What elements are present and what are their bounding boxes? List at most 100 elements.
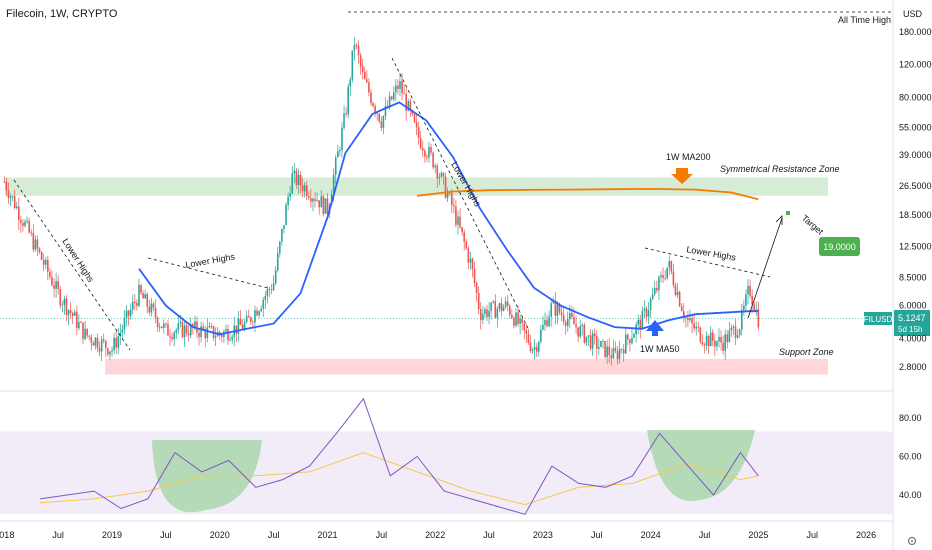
candle-body (59, 289, 62, 306)
candle-body (718, 336, 720, 342)
price-tick-label: 6.0000 (899, 301, 927, 311)
candle-body (272, 283, 275, 291)
candle-body (312, 198, 314, 202)
ma200-arrow (671, 168, 693, 184)
candle-body (160, 326, 163, 328)
candle-body (76, 311, 78, 329)
candle-body (326, 198, 329, 214)
candle-body (229, 339, 231, 341)
candle-body (496, 308, 499, 318)
candle-body (676, 292, 679, 296)
candle-body (196, 321, 198, 333)
ma200-line (417, 187, 759, 201)
candle-body (175, 330, 178, 333)
candle-body (504, 301, 507, 307)
candle-body (94, 337, 97, 346)
candle-body (593, 333, 596, 336)
candle-body (109, 351, 111, 355)
candle-body (357, 45, 360, 56)
candle-body (730, 327, 733, 331)
candle-body (34, 239, 37, 250)
candle-body (125, 310, 128, 319)
rsi-tick-label: 40.00 (899, 490, 922, 500)
candle-body (691, 318, 693, 324)
candle-body (674, 285, 677, 296)
candle-body (475, 282, 478, 294)
candle-body (22, 223, 24, 227)
candle-body (467, 248, 470, 263)
candle-body (695, 326, 698, 329)
candle-body (720, 336, 722, 343)
candle-body (680, 306, 683, 312)
candle-body (397, 85, 399, 89)
candle-body (208, 326, 211, 328)
candle-body (266, 289, 269, 296)
candle-body (405, 93, 407, 111)
candle-body (67, 310, 70, 316)
candle-body (38, 248, 41, 252)
candle-body (745, 294, 747, 306)
candle-body (633, 334, 635, 338)
settings-icon[interactable] (907, 536, 917, 546)
candle-body (550, 303, 552, 317)
candle-body (656, 288, 658, 291)
candle-body (26, 220, 28, 222)
candle-body (631, 337, 633, 344)
candle-body (751, 295, 753, 305)
candle-body (569, 312, 571, 320)
candle-body (185, 325, 188, 334)
candle-body (285, 205, 287, 226)
candle-body (283, 225, 285, 230)
candle-body (359, 55, 362, 67)
candle-body (513, 317, 515, 326)
candle-body (13, 196, 16, 209)
candle-body (740, 309, 743, 330)
candle-body (558, 304, 561, 313)
candle-body (670, 261, 673, 272)
candle-body (71, 313, 74, 316)
time-tick-label: Jul (806, 530, 818, 540)
candle-body (384, 106, 387, 116)
price-tag[interactable]: FILUSD 5.1247 5d 15h (864, 310, 930, 336)
candle-body (413, 114, 416, 122)
candle-body (703, 344, 706, 346)
candle-body (297, 174, 300, 186)
candle-body (421, 148, 424, 151)
candle-body (316, 200, 318, 202)
candle-body (571, 312, 573, 318)
candle-body (40, 251, 43, 260)
candle-body (183, 325, 186, 338)
candle-body (376, 112, 378, 114)
time-tick-label: 2018 (0, 530, 14, 540)
candle-body (382, 115, 385, 128)
candle-body (339, 149, 341, 152)
time-tick-label: Jul (591, 530, 603, 540)
candle-body (511, 314, 513, 318)
candle-body (629, 339, 631, 344)
price-value-bg (894, 310, 930, 336)
time-tick-label: Jul (160, 530, 172, 540)
candle-body (595, 335, 598, 349)
time-tick-label: Jul (268, 530, 280, 540)
candle-body (465, 241, 468, 249)
candle-body (121, 329, 124, 333)
candle-body (158, 326, 161, 328)
candle-body (18, 206, 20, 221)
candle-body (479, 309, 482, 320)
rsi-band (0, 431, 893, 515)
candle-body (225, 329, 227, 332)
candle-body (614, 348, 617, 352)
candle-body (432, 152, 434, 168)
candle-body (115, 337, 117, 348)
candle-body (279, 241, 281, 254)
candle-body (434, 165, 436, 168)
price-tick-label: 12.5000 (899, 242, 932, 252)
candle-body (355, 44, 358, 46)
time-tick-label: 2020 (210, 530, 230, 540)
candle-body (540, 329, 542, 342)
candle-body (206, 327, 209, 338)
candle-body (334, 157, 337, 175)
candle-body (477, 293, 480, 310)
candle-body (11, 196, 14, 197)
